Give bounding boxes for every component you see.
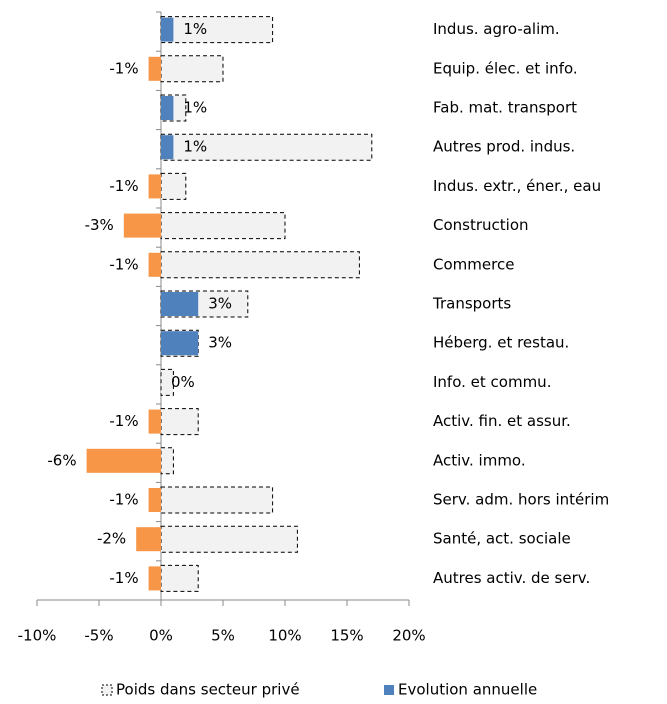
weight-bar [160,564,199,592]
evolution-bar [123,213,161,238]
weight-bar [160,133,373,161]
x-tick-label: 0% [149,627,173,645]
category-label: Transports [432,295,511,313]
data-label: 1% [183,20,207,38]
evolution-bar [148,488,161,512]
x-tick-label: -10% [18,627,57,645]
x-tick-label: 5% [211,627,235,645]
data-label: -1% [109,177,138,195]
evolution-bar [86,448,161,473]
weight-bar [160,368,174,396]
category-label: Autres prod. indus. [433,138,575,156]
legend-swatch [101,684,113,696]
category-label: Construction [433,216,529,234]
category-label: Fab. mat. transport [433,99,577,117]
legend-label: Poids dans secteur privé [116,681,300,699]
legend-label: Evolution annuelle [398,681,537,699]
weight-bar [160,251,360,279]
category-label: Santé, act. sociale [433,530,571,548]
category-label: Info. et commu. [433,373,551,391]
category-label: Serv. adm. hors intérim [433,491,609,509]
evolution-bar [161,135,174,160]
category-label: Indus. extr., éner., eau [433,177,601,195]
weight-bar [160,486,274,514]
category-label: Activ. fin. et assur. [433,412,571,430]
data-label: -1% [109,255,138,273]
data-label: 1% [183,99,207,117]
data-label: -6% [47,451,76,469]
x-tick-label: 20% [392,627,425,645]
evolution-bar [148,252,161,277]
x-tick-label: 10% [268,627,301,645]
data-label: -3% [85,216,114,234]
data-label: -1% [109,491,138,509]
category-label: Equip. élec. et info. [433,59,578,77]
x-tick-label: 15% [330,627,363,645]
evolution-bar [161,292,199,316]
category-label: Commerce [433,255,514,273]
data-label: 0% [171,373,195,391]
weight-bar [160,55,224,83]
weight-bar [160,172,187,200]
evolution-bar [148,409,161,434]
weight-bar [160,16,274,44]
data-label: -1% [109,569,138,587]
category-label: Indus. agro-alim. [433,20,560,38]
data-label: -1% [109,59,138,77]
evolution-bar [148,56,161,81]
x-tick-label: -5% [84,627,113,645]
evolution-bar [161,17,174,42]
weight-bar [160,212,286,240]
category-label: Autres activ. de serv. [433,569,590,587]
evolution-bar [148,174,161,199]
weight-bar [160,447,174,475]
data-label: -1% [109,412,138,430]
evolution-bar [148,566,161,591]
data-label: -2% [97,530,126,548]
weight-bar [160,525,298,553]
evolution-bar [136,527,161,552]
category-label: Héberg. et restau. [433,334,569,352]
weight-bar [160,408,199,436]
data-label: 1% [183,138,207,156]
data-label: 3% [208,334,232,352]
evolution-bar [161,96,174,120]
category-label: Activ. immo. [433,451,526,469]
legend-swatch [384,685,394,695]
data-label: 3% [208,295,232,313]
evolution-bar [161,331,199,356]
